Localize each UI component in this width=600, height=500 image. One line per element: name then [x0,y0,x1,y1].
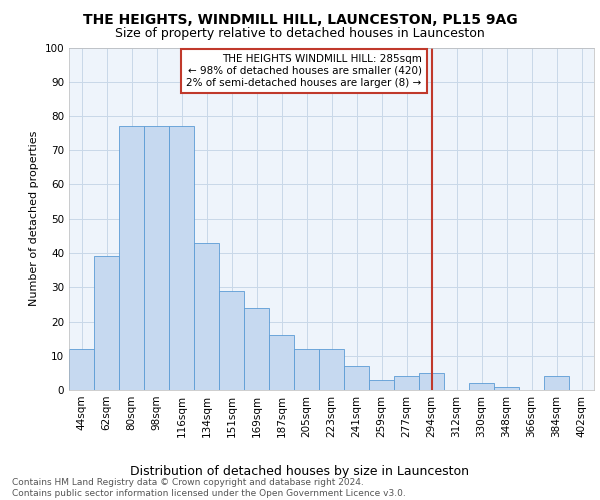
Y-axis label: Number of detached properties: Number of detached properties [29,131,39,306]
Bar [544,376,569,390]
Bar [319,349,344,390]
Text: Distribution of detached houses by size in Launceston: Distribution of detached houses by size … [131,464,470,477]
Bar [344,366,369,390]
Bar [194,242,219,390]
Text: THE HEIGHTS WINDMILL HILL: 285sqm
← 98% of detached houses are smaller (420)
2% : THE HEIGHTS WINDMILL HILL: 285sqm ← 98% … [186,54,421,88]
Bar [169,126,194,390]
Text: THE HEIGHTS, WINDMILL HILL, LAUNCESTON, PL15 9AG: THE HEIGHTS, WINDMILL HILL, LAUNCESTON, … [83,12,517,26]
Bar [69,349,94,390]
Text: Contains HM Land Registry data © Crown copyright and database right 2024.
Contai: Contains HM Land Registry data © Crown c… [12,478,406,498]
Text: Size of property relative to detached houses in Launceston: Size of property relative to detached ho… [115,28,485,40]
Bar [294,349,319,390]
Bar [369,380,394,390]
Bar [394,376,419,390]
Bar [419,373,444,390]
Bar [219,290,244,390]
Bar [244,308,269,390]
Bar [269,335,294,390]
Bar [494,386,519,390]
Bar [144,126,169,390]
Bar [94,256,119,390]
Bar [119,126,144,390]
Bar [469,383,494,390]
